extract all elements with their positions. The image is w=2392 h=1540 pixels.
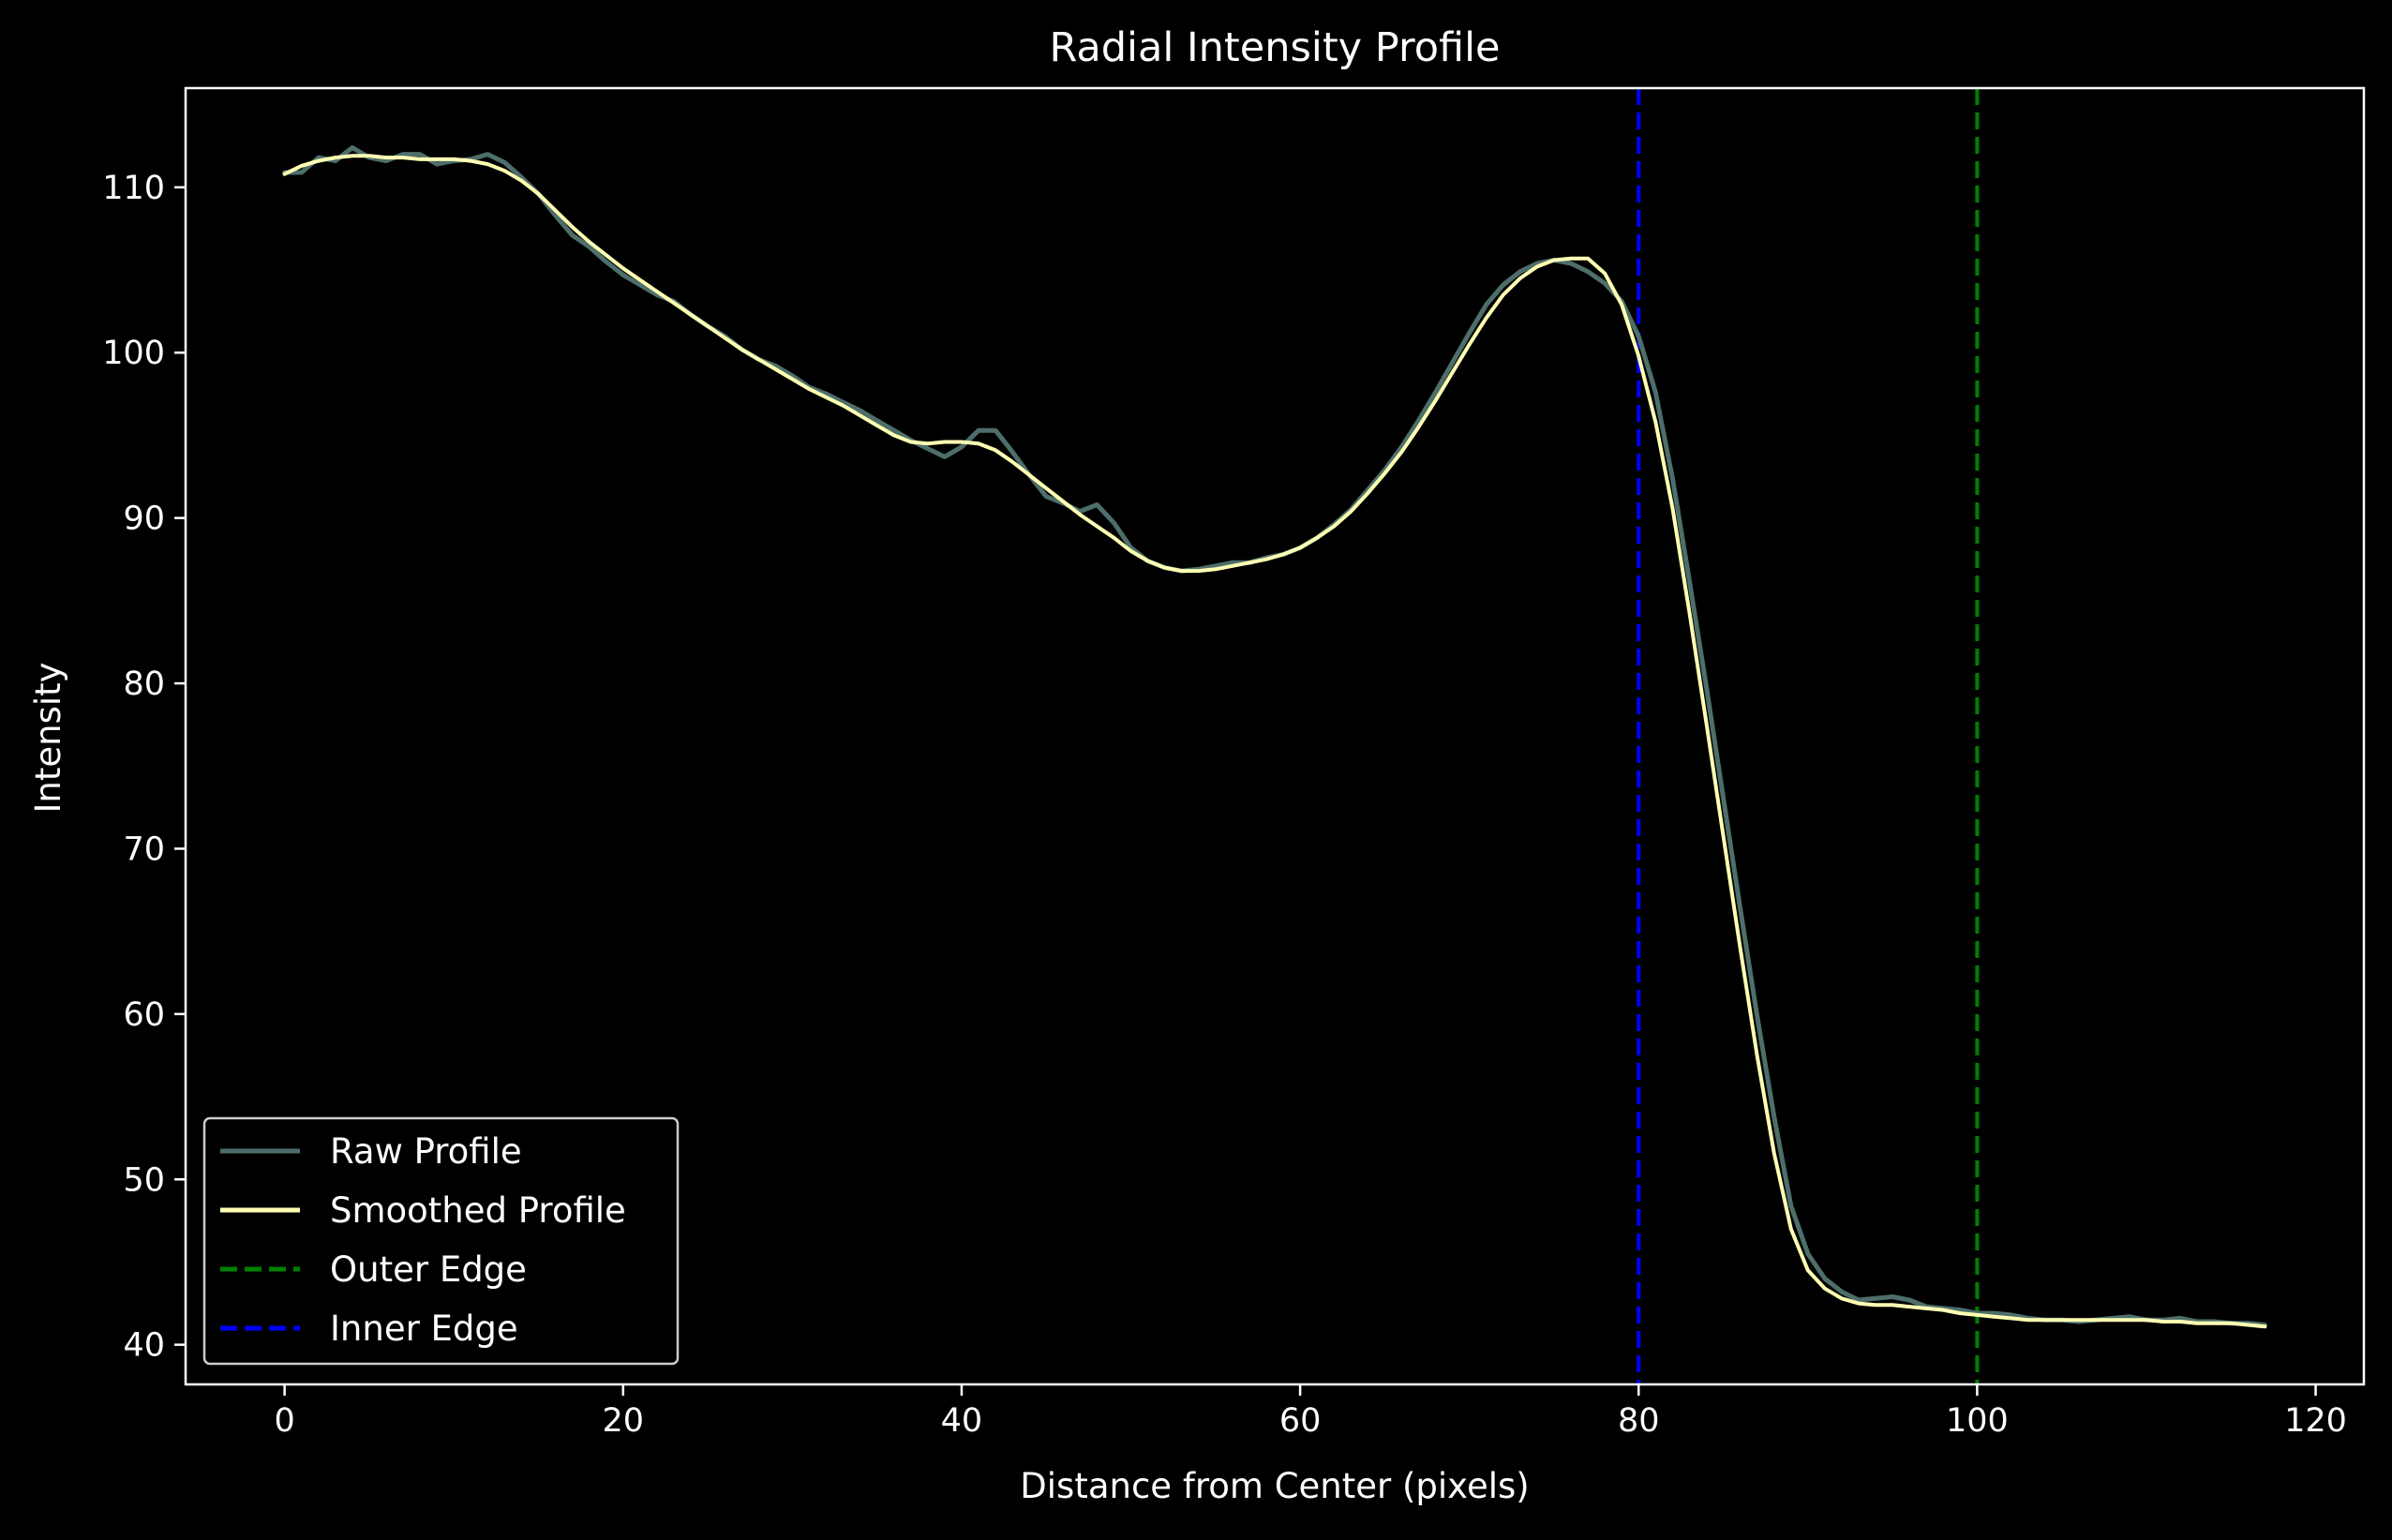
x-tick-label: 100 xyxy=(1946,1402,2009,1440)
x-tick-label: 20 xyxy=(603,1402,645,1440)
y-tick-label: 60 xyxy=(123,996,165,1034)
x-tick-label: 0 xyxy=(274,1402,294,1440)
axes-frame xyxy=(184,86,2366,1386)
legend-label-outer-edge: Outer Edge xyxy=(330,1249,527,1290)
legend: Raw Profile Smoothed Profile Outer Edge … xyxy=(202,1116,680,1366)
legend-label-inner-edge: Inner Edge xyxy=(330,1308,518,1349)
series-line-smoothed-profile xyxy=(282,154,2267,1329)
y-tick-label: 40 xyxy=(123,1327,165,1365)
y-tick-label: 70 xyxy=(123,830,165,868)
x-tick-label: 60 xyxy=(1279,1402,1322,1440)
y-tick-label: 110 xyxy=(102,170,165,207)
chart-title: Radial Intensity Profile xyxy=(1049,24,1500,71)
axis-ticks: 0 20 40 60 80 100 120 40 50 60 70 80 90 100 110 xyxy=(102,170,2347,1440)
y-tick-label: 50 xyxy=(123,1161,165,1199)
x-tick-label: 80 xyxy=(1618,1402,1660,1440)
y-tick-label: 90 xyxy=(123,501,165,538)
y-tick-label: 100 xyxy=(102,335,165,372)
legend-label-raw-profile: Raw Profile xyxy=(330,1131,522,1172)
plot-area xyxy=(282,88,2267,1384)
x-axis-label: Distance from Center (pixels) xyxy=(1020,1466,1529,1506)
legend-box xyxy=(202,1116,680,1366)
y-axis-label: Intensity xyxy=(28,662,68,813)
y-tick-label: 80 xyxy=(123,665,165,703)
x-tick-label: 40 xyxy=(941,1402,983,1440)
legend-label-smoothed-profile: Smoothed Profile xyxy=(330,1190,626,1231)
x-tick-label: 120 xyxy=(2284,1402,2347,1440)
